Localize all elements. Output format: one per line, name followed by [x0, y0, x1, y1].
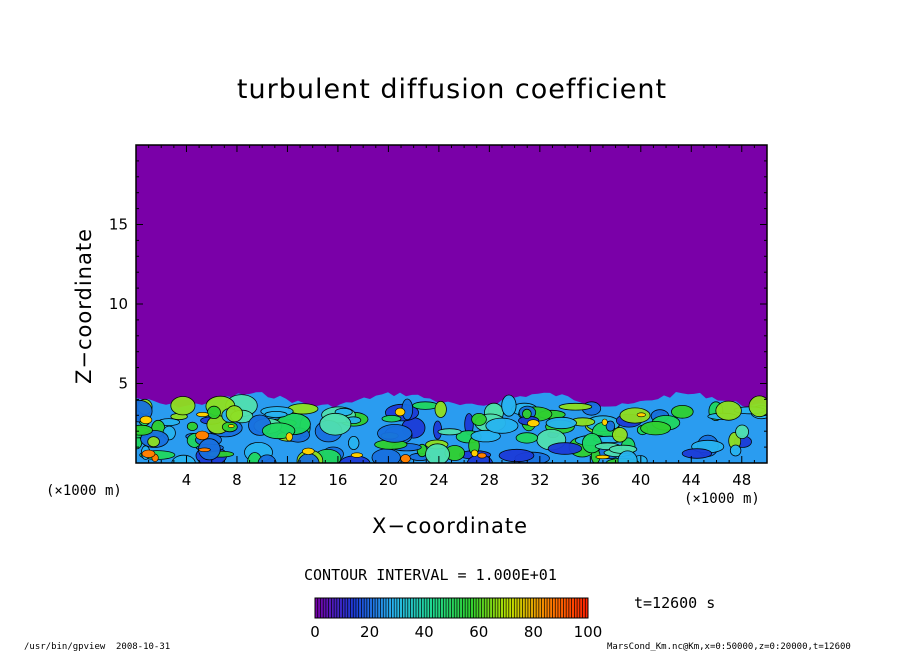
chart-title: turbulent diffusion coefficient: [236, 74, 668, 105]
turbulence-blob: [470, 429, 501, 443]
turbulence-blob: [425, 443, 450, 463]
turbulence-blob: [171, 454, 196, 463]
turbulence-blob: [186, 421, 198, 431]
x-tick-label: 20: [379, 471, 398, 489]
turbulence-blob: [437, 428, 462, 436]
turbulence-blob: [547, 442, 583, 455]
turbulence-blob: [412, 401, 439, 410]
turbulence-blob: [617, 450, 638, 463]
y-tick-label: 5: [118, 375, 128, 393]
turbulence-core: [196, 411, 209, 417]
turbulence-blob: [471, 412, 487, 426]
turbulence-blob: [545, 416, 577, 430]
x-tick-label: 36: [581, 471, 600, 489]
turbulence-blob: [715, 400, 742, 421]
turbulence-core: [227, 424, 235, 428]
colorbar-tick-label: 100: [574, 623, 603, 641]
footer-date: 2008-10-31: [116, 642, 171, 652]
x-unit-label-left: (×1000 m): [46, 483, 122, 499]
x-axis-label: X−coordinate: [372, 514, 528, 538]
turbulence-blob: [264, 410, 288, 418]
turbulence-blob: [640, 421, 671, 436]
y-tick-label: 15: [109, 216, 128, 234]
turbulence-blob: [498, 448, 535, 463]
x-tick-label: 48: [732, 471, 751, 489]
turbulence-blob: [729, 444, 742, 457]
turbulence-blob: [748, 395, 767, 418]
plot-area: [135, 144, 768, 464]
turbulence-blob: [485, 417, 519, 434]
turbulence-blob: [522, 408, 532, 419]
turbulence-blob: [619, 407, 651, 424]
turbulence-core: [400, 454, 411, 463]
turbulence-blob: [381, 415, 402, 423]
turbulence-core: [595, 454, 610, 460]
turbulence-blob: [225, 405, 243, 423]
turbulence-blob: [558, 402, 593, 411]
x-tick-label: 40: [631, 471, 650, 489]
turbulence-core: [141, 449, 156, 458]
colorbar-tick-label: 80: [524, 623, 543, 641]
y-axis: 5 10 15: [109, 144, 767, 464]
turbulence-blob: [147, 436, 160, 448]
turbulence-core: [285, 432, 293, 442]
turbulence-core: [195, 430, 209, 441]
x-tick-label: 32: [530, 471, 549, 489]
turbulence-blob: [377, 424, 413, 443]
turbulence-blob: [297, 453, 320, 463]
x-tick-label: 16: [328, 471, 347, 489]
turbulence-blob: [670, 404, 694, 419]
turbulence-core: [527, 419, 540, 428]
y-axis-label: Z−coordinate: [72, 228, 96, 384]
turbulence-blob: [501, 394, 517, 417]
y-tick-label: 10: [109, 295, 128, 313]
turbulence-core: [636, 412, 646, 418]
turbulence-core: [350, 452, 363, 458]
turbulence-blob: [434, 400, 447, 418]
x-tick-label: 8: [232, 471, 242, 489]
x-axis: 4 8 12 16 20 24 28 32 36 40 44 48: [135, 145, 768, 489]
turbulence-core: [139, 415, 153, 425]
turbulence-core: [301, 447, 315, 455]
turbulence-blob: [319, 412, 352, 436]
turbulence-blob: [515, 432, 539, 444]
x-tick-label: 24: [429, 471, 448, 489]
turbulence-core: [394, 407, 406, 417]
turbulence-blob: [612, 427, 628, 443]
colorbar-tick-label: 40: [415, 623, 434, 641]
x-tick-label: 44: [682, 471, 701, 489]
turbulence-blob: [207, 405, 221, 419]
colorbar-tick-label: 20: [360, 623, 379, 641]
x-tick-label: 4: [182, 471, 192, 489]
turbulence-core: [477, 452, 487, 459]
turbulence-blob: [136, 424, 153, 436]
time-label: t=12600 s: [634, 594, 716, 612]
turbulence-core: [601, 418, 608, 426]
colorbar: 0 20 40 60 80 100: [310, 597, 603, 641]
colorbar-tick-label: 0: [310, 623, 320, 641]
x-tick-label: 28: [480, 471, 499, 489]
turbulence-core: [198, 447, 211, 452]
turbulence-blob: [348, 435, 360, 450]
turbulence-blob: [605, 420, 616, 432]
footer-file-info: MarsCond_Km.nc@Km,x=0:50000,z=0:20000,t=…: [607, 642, 851, 652]
turbulence-blob: [170, 396, 196, 416]
colorbar-tick-label: 60: [469, 623, 488, 641]
turbulence-blob: [681, 448, 713, 459]
x-tick-label: 12: [278, 471, 297, 489]
turbulence-core: [471, 449, 479, 457]
x-unit-label-right: (×1000 m): [684, 491, 760, 507]
turbulence-blob: [582, 433, 602, 454]
footer-program: /usr/bin/gpview: [24, 642, 106, 652]
turbulence-blob: [735, 424, 749, 440]
contour-interval-label: CONTOUR INTERVAL = 1.000E+01: [304, 566, 557, 584]
